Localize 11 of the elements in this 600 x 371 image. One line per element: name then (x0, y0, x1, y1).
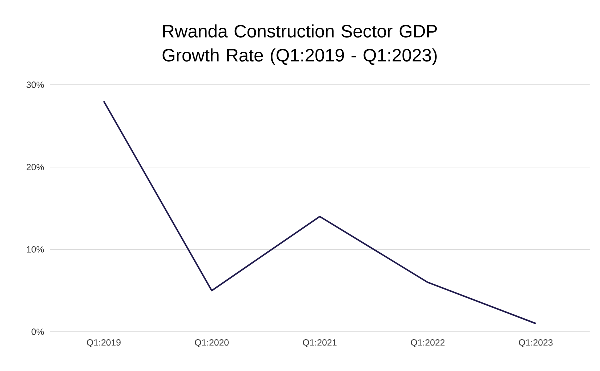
chart-title: Rwanda Construction Sector GDP Growth Rate (Q1:2019 - Q1:2023) (162, 24, 438, 66)
y-tick-label: 0% (32, 328, 44, 336)
y-tick-label: 10% (27, 246, 44, 253)
x-tick-label: Q1:2020 (195, 340, 229, 348)
y-tick-label: 30% (26, 82, 44, 88)
line-series (103, 100, 537, 325)
x-tick-label: Q1:2019 (87, 340, 121, 348)
x-tick-label: Q1:2023 (519, 340, 553, 348)
x-tick-label: Q1:2021 (303, 340, 337, 348)
y-tick-label: 20% (26, 164, 44, 171)
x-tick-label: Q1:2022 (411, 340, 445, 348)
